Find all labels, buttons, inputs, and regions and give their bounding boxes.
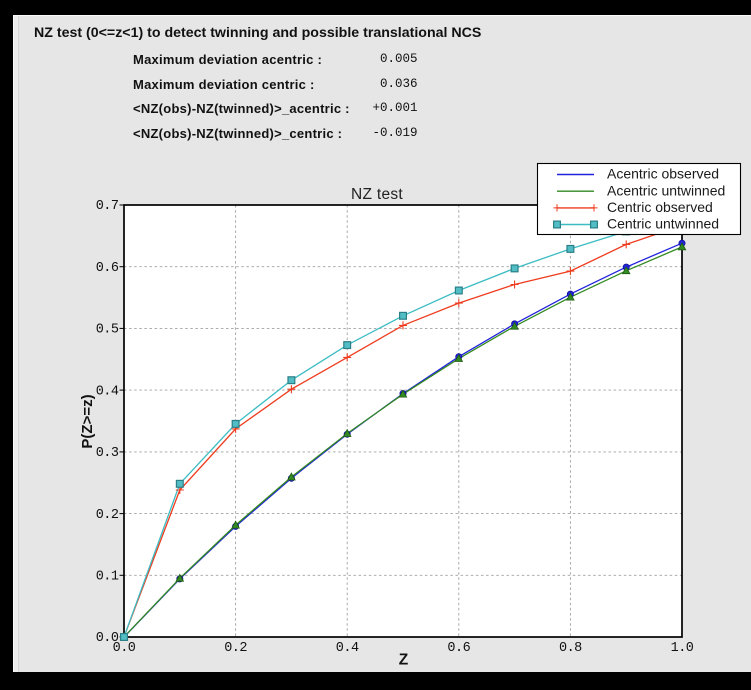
svg-text:Acentric untwinned: Acentric untwinned	[607, 182, 725, 198]
svg-text:0.2: 0.2	[96, 508, 119, 523]
svg-text:1.0: 1.0	[671, 641, 694, 656]
svg-text:P(Z>=z): P(Z>=z)	[79, 394, 96, 448]
svg-text:0.0: 0.0	[113, 641, 136, 656]
svg-text:0.7: 0.7	[96, 199, 119, 214]
svg-text:0.8: 0.8	[559, 641, 582, 656]
svg-text:Centric observed: Centric observed	[607, 199, 713, 215]
svg-text:0.5: 0.5	[96, 323, 119, 338]
svg-text:Centric untwinned: Centric untwinned	[607, 216, 719, 232]
svg-text:0.0: 0.0	[96, 631, 119, 646]
svg-text:Acentric observed: Acentric observed	[607, 166, 719, 182]
svg-text:0.2: 0.2	[224, 641, 247, 656]
svg-text:0.3: 0.3	[96, 446, 119, 461]
svg-text:0.4: 0.4	[96, 384, 119, 399]
svg-text:0.4: 0.4	[336, 641, 359, 656]
svg-text:0.6: 0.6	[96, 261, 119, 276]
svg-text:0.1: 0.1	[96, 570, 119, 585]
svg-text:Z: Z	[399, 651, 409, 668]
svg-text:NZ test: NZ test	[351, 186, 403, 203]
svg-text:0.6: 0.6	[447, 641, 470, 656]
